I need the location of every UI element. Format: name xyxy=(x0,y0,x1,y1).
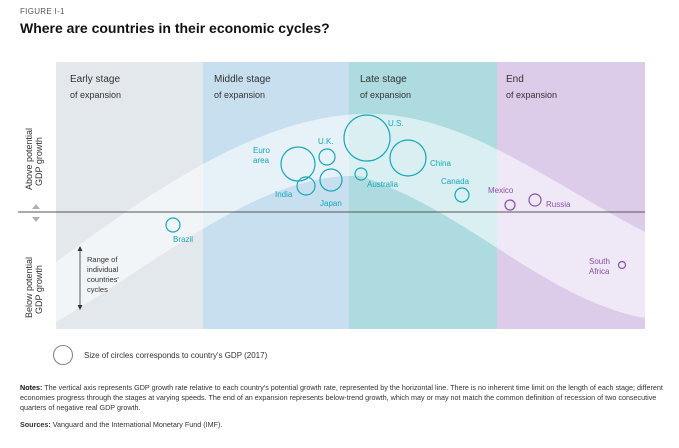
country-label-australia: Australia xyxy=(367,180,399,189)
country-circle-canada xyxy=(454,187,470,203)
country-label-euro-area-1: Euro xyxy=(253,146,270,155)
country-label-euro-area-2: area xyxy=(253,156,270,165)
country-label-india: India xyxy=(275,190,293,199)
country-label-russia: Russia xyxy=(546,200,571,209)
sources: Sources: Vanguard and the International … xyxy=(20,420,222,429)
figure-title: Where are countries in their economic cy… xyxy=(20,20,330,36)
svg-text:Above potential: Above potential xyxy=(24,128,34,190)
svg-text:cycles: cycles xyxy=(87,285,108,294)
legend-text: Size of circles corresponds to country's… xyxy=(84,351,268,360)
below-potential-label: Below potential GDP growth xyxy=(24,257,44,318)
sources-label: Sources: xyxy=(20,420,51,429)
country-circle-india xyxy=(296,176,316,196)
stage-early-sub: of expansion xyxy=(70,90,121,100)
svg-text:GDP growth: GDP growth xyxy=(34,137,44,186)
country-label-uk: U.K. xyxy=(318,137,334,146)
legend-circle-icon xyxy=(52,344,74,366)
above-arrow-icon xyxy=(32,204,40,209)
country-circle-china xyxy=(389,139,427,177)
range-arrow-down-icon xyxy=(77,305,83,310)
country-circle-russia xyxy=(528,193,542,207)
below-arrow-icon xyxy=(32,217,40,222)
stage-late-title: Late stage xyxy=(360,74,407,85)
figure-label: FIGURE I-1 xyxy=(20,7,65,16)
svg-text:countries': countries' xyxy=(87,275,119,284)
country-label-japan: Japan xyxy=(320,199,342,208)
stage-end-sub: of expansion xyxy=(506,90,557,100)
range-arrow-up-icon xyxy=(77,246,83,251)
country-circle-brazil xyxy=(165,217,181,233)
country-label-china: China xyxy=(430,159,451,168)
country-circle-us xyxy=(343,114,391,162)
country-circle-uk xyxy=(318,148,336,166)
svg-text:GDP growth: GDP growth xyxy=(34,265,44,314)
country-label-canada: Canada xyxy=(441,177,470,186)
notes: Notes: The vertical axis represents GDP … xyxy=(20,383,668,413)
sources-text: Vanguard and the International Monetary … xyxy=(52,420,223,429)
svg-text:Below potential: Below potential xyxy=(24,257,34,318)
stage-early-title: Early stage xyxy=(70,74,120,85)
notes-label: Notes: xyxy=(20,383,43,392)
country-circle-south-africa xyxy=(617,260,627,270)
country-label-mexico: Mexico xyxy=(488,186,514,195)
country-label-brazil: Brazil xyxy=(173,235,193,244)
stage-end-title: End xyxy=(506,74,524,85)
country-circle-australia xyxy=(354,167,368,181)
stage-middle-sub: of expansion xyxy=(214,90,265,100)
country-label-us: U.S. xyxy=(388,119,404,128)
svg-text:individual: individual xyxy=(87,265,119,274)
stage-middle-title: Middle stage xyxy=(214,74,271,85)
stage-late-sub: of expansion xyxy=(360,90,411,100)
notes-text: The vertical axis represents GDP growth … xyxy=(20,383,663,412)
svg-text:Range of: Range of xyxy=(87,255,118,264)
above-potential-label: Above potential GDP growth xyxy=(24,128,44,190)
cycle-band xyxy=(56,113,645,323)
country-label-south-africa-2: Africa xyxy=(589,267,610,276)
country-label-south-africa-1: South xyxy=(589,257,610,266)
country-circle-japan xyxy=(319,168,343,192)
country-circle-mexico xyxy=(504,199,516,211)
range-note: Range of individual countries' cycles xyxy=(87,255,119,294)
